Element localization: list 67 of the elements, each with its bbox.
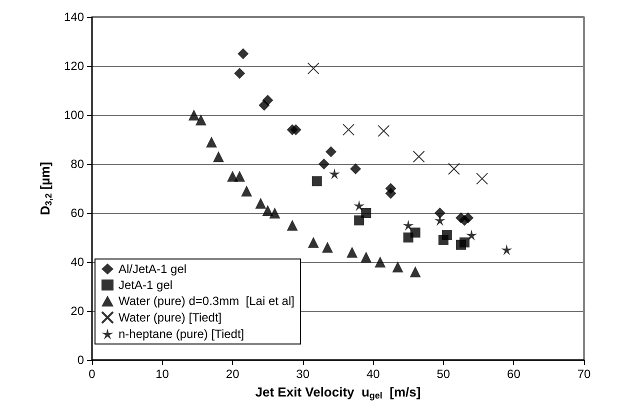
point — [402, 220, 414, 231]
point — [213, 151, 224, 162]
y-tick-label: 80 — [70, 157, 84, 171]
point — [476, 172, 488, 185]
point — [410, 266, 421, 278]
point — [434, 208, 446, 218]
x-tick-label: 70 — [577, 367, 591, 381]
point — [392, 261, 404, 272]
point — [442, 230, 452, 240]
point — [322, 242, 333, 253]
y-tick-label: 120 — [64, 59, 84, 73]
y-tick-label: 0 — [77, 353, 84, 367]
point — [412, 150, 425, 163]
point — [318, 158, 330, 170]
x-tick-label: 60 — [507, 367, 521, 381]
point — [501, 244, 512, 256]
legend-label: Water (pure) [Tiedt] — [118, 310, 222, 324]
point — [188, 110, 200, 120]
point — [238, 48, 249, 60]
legend-label: JetA-1 gel — [118, 278, 173, 292]
point — [448, 162, 460, 175]
point — [374, 256, 386, 268]
point — [325, 146, 336, 158]
point — [385, 188, 396, 199]
point — [328, 168, 340, 180]
point — [206, 136, 217, 148]
point — [269, 208, 280, 218]
point — [378, 124, 390, 137]
point — [312, 176, 322, 186]
x-tick-label: 50 — [436, 367, 450, 381]
point — [195, 114, 206, 126]
point — [255, 198, 266, 209]
point — [308, 236, 319, 248]
y-tick-label: 60 — [70, 206, 84, 220]
legend-label: n-heptane (pure) [Tiedt] — [118, 327, 244, 341]
x-tick-label: 0 — [88, 367, 96, 381]
point — [354, 200, 365, 212]
point — [466, 230, 478, 241]
point — [286, 220, 298, 231]
point — [346, 246, 358, 258]
point — [234, 170, 246, 182]
point — [462, 212, 474, 224]
point — [434, 214, 446, 226]
point — [307, 62, 320, 74]
x-tick-label: 20 — [226, 367, 240, 381]
point — [290, 124, 302, 136]
point — [354, 215, 364, 226]
legend-label: Al/JetA-1 gel — [118, 262, 187, 276]
point — [460, 237, 470, 248]
x-tick-label: 30 — [296, 367, 310, 381]
x-tick-label: 40 — [366, 367, 380, 381]
point — [360, 252, 372, 263]
legend-label: Water (pure) d=0.3mm [Lai et al] — [118, 294, 294, 308]
point — [350, 163, 362, 174]
y-tick-label: 140 — [64, 10, 84, 24]
point — [361, 208, 372, 218]
point — [342, 124, 355, 136]
x-tick-label: 10 — [156, 367, 170, 381]
y-axis-title: D3,2 [µm] — [38, 162, 54, 216]
y-tick-label: 100 — [64, 108, 84, 122]
y-tick-label: 20 — [70, 304, 84, 318]
point — [241, 185, 252, 196]
point — [234, 68, 246, 79]
point — [262, 94, 274, 106]
point — [410, 228, 420, 238]
y-tick-label: 40 — [70, 255, 84, 269]
point — [262, 205, 274, 216]
